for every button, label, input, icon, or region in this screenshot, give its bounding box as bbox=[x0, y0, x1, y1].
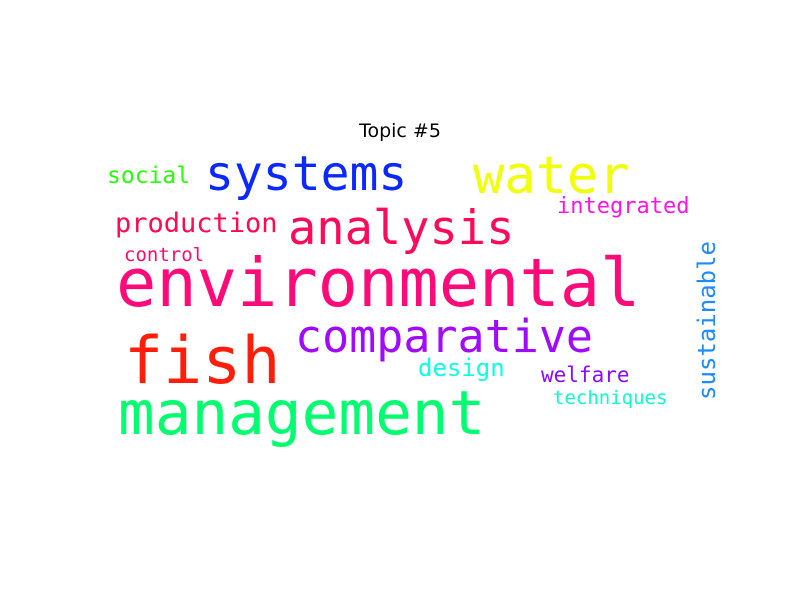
word-management: management bbox=[118, 378, 486, 449]
word-water: water bbox=[473, 146, 630, 206]
word-control: control bbox=[124, 244, 205, 266]
word-welfare: welfare bbox=[541, 363, 630, 387]
word-systems: systems bbox=[205, 146, 408, 202]
word-integrated: integrated bbox=[557, 194, 690, 219]
word-analysis: analysis bbox=[288, 201, 515, 256]
word-social: social bbox=[107, 163, 191, 189]
cloud-title: Topic #5 bbox=[359, 120, 441, 142]
word-fish: fish bbox=[124, 324, 281, 399]
word-environmental: environmental bbox=[116, 244, 641, 322]
word-design: design bbox=[418, 354, 505, 382]
word-sustainable: sustainable bbox=[693, 241, 721, 400]
word-production: production bbox=[115, 208, 278, 239]
word-techniques: techniques bbox=[553, 387, 668, 409]
word-comparative: comparative bbox=[295, 310, 594, 363]
